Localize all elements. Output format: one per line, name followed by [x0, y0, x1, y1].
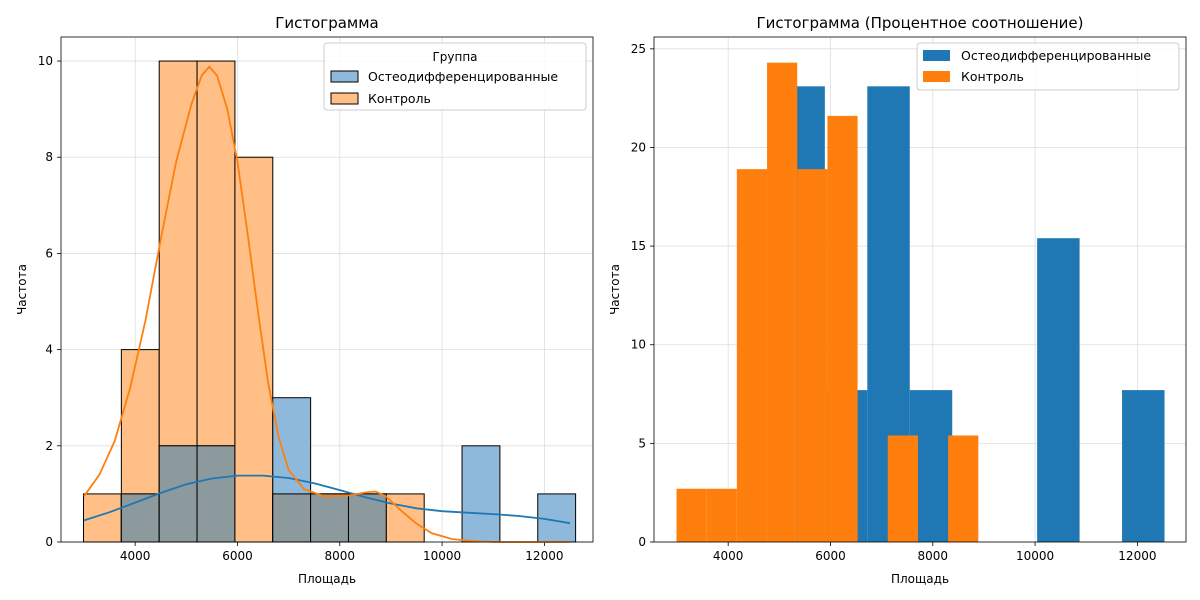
- y-tick-label: 5: [638, 436, 646, 450]
- y-axis-label: Частота: [608, 264, 622, 315]
- y-tick-label: 25: [631, 42, 646, 56]
- legend-label-osteo: Остеодифференцированные: [961, 48, 1151, 63]
- legend-label-kontrol: Контроль: [961, 69, 1024, 84]
- x-axis-label: Площадь: [298, 572, 356, 586]
- x-tick-label: 6000: [222, 549, 253, 563]
- bar-kontrol-percent: [948, 435, 979, 542]
- y-tick-label: 20: [631, 140, 646, 154]
- bar-kontrol-percent: [767, 62, 798, 542]
- x-tick-label: 12000: [1118, 549, 1156, 563]
- x-tick-label: 12000: [525, 549, 563, 563]
- legend-swatch-osteo: [330, 70, 359, 83]
- x-tick-label: 8000: [325, 549, 356, 563]
- y-tick-label: 6: [45, 246, 53, 260]
- legend: Группа Остеодифференцированные Контроль: [323, 42, 587, 111]
- x-tick-label: 10000: [423, 549, 461, 563]
- legend-title: Группа: [432, 50, 477, 64]
- histogram-chart: 4000 6000 8000 10000 12000 0 2 4 6 8 10 Гистограмма…: [15, 14, 594, 586]
- legend-label-kontrol: Контроль: [368, 91, 431, 106]
- legend-label-osteo: Остеодифференцированные: [368, 69, 558, 84]
- legend-swatch-kontrol: [923, 71, 950, 82]
- y-tick-label: 10: [38, 54, 53, 68]
- x-tick-label: 8000: [918, 549, 949, 563]
- percent-histogram-chart: 4000 6000 8000 10000 12000 0 5 10 15 20 25 Гистогра…: [608, 14, 1187, 586]
- bar-overlap: [158, 445, 198, 543]
- kde-line-osteo: [83, 474, 571, 525]
- y-tick-label: 15: [631, 239, 646, 253]
- x-tick-label: 10000: [1016, 549, 1054, 563]
- legend-box: [916, 42, 1180, 91]
- bar-osteo: [461, 445, 501, 543]
- bar-osteo-percent: [1037, 238, 1080, 542]
- bar-kontrol-percent: [797, 169, 828, 542]
- y-tick-label: 10: [631, 338, 646, 352]
- kde-line-kontrol: [83, 65, 570, 543]
- bar-overlap: [347, 493, 387, 543]
- legend: Остеодифференцированные Контроль: [916, 42, 1180, 91]
- bar-kontrol-percent: [706, 488, 737, 542]
- bar-overlap: [196, 445, 236, 543]
- bar-osteo-percent: [1122, 390, 1165, 542]
- legend-swatch-kontrol: [330, 92, 359, 105]
- bar-overlap: [310, 493, 349, 543]
- chart-title: Гистограмма: [275, 14, 378, 32]
- y-tick-label: 8: [45, 150, 53, 164]
- x-tick-label: 4000: [713, 549, 744, 563]
- chart-title: Гистограмма (Процентное соотношение): [757, 14, 1084, 32]
- y-axis-label: Частота: [15, 264, 29, 315]
- y-tick-label: 0: [45, 535, 53, 549]
- bar-kontrol-percent: [887, 435, 918, 542]
- bar-overlap: [272, 493, 312, 543]
- legend-swatch-osteo: [923, 50, 950, 61]
- x-tick-label: 6000: [815, 549, 846, 563]
- bar-kontrol-percent: [827, 115, 858, 542]
- y-tick-label: 2: [45, 439, 53, 453]
- y-tick-label: 4: [45, 343, 53, 357]
- bar-kontrol-percent: [676, 488, 707, 542]
- legend-box: [323, 42, 587, 111]
- bar-kontrol: [234, 156, 274, 543]
- y-tick-label: 0: [638, 535, 646, 549]
- x-tick-label: 4000: [120, 549, 151, 563]
- plot-frame: [653, 36, 1187, 543]
- plot-frame: [60, 36, 594, 543]
- bar-osteo: [537, 493, 577, 543]
- bar-kontrol-percent: [736, 169, 768, 542]
- x-axis-label: Площадь: [891, 572, 949, 586]
